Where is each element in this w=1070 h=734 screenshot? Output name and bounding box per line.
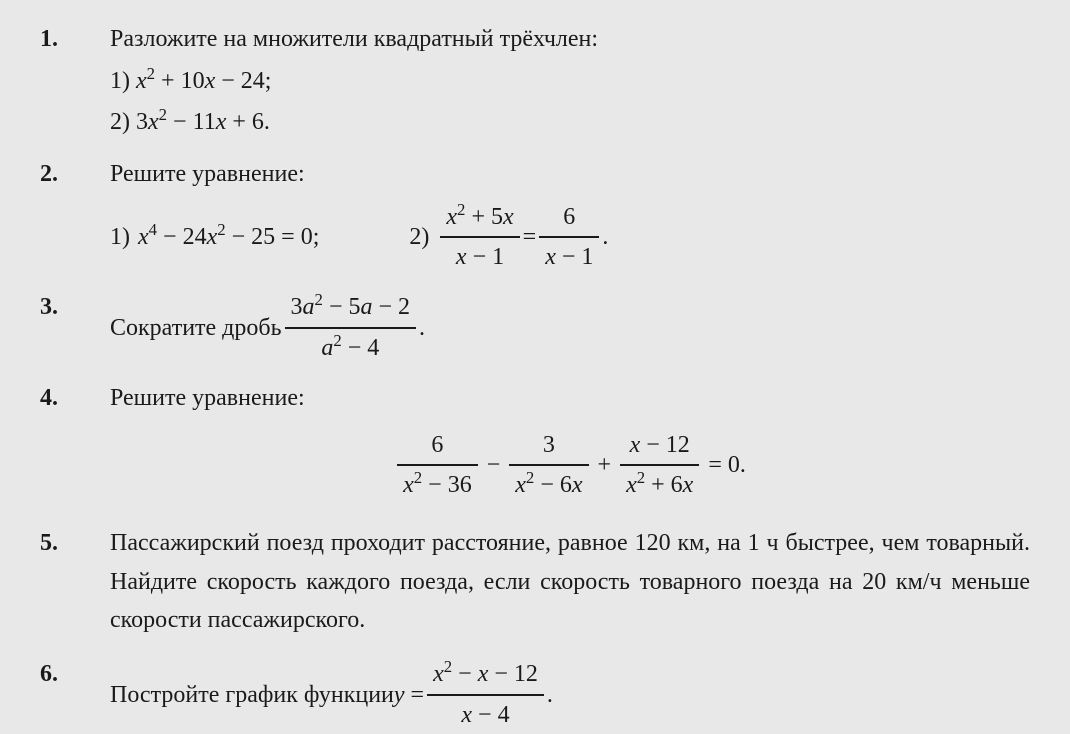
problem-3: 3. Сократите дробь 3a2 − 5a − 2 a2 − 4 . [40, 288, 1030, 367]
math-expression: x4 − 24x2 − 25 = 0; [138, 218, 319, 256]
fraction-numerator: x2 − x − 12 [427, 655, 544, 695]
problem-number: 1. [40, 20, 110, 143]
fraction-numerator: 3a2 − 5a − 2 [285, 288, 416, 328]
problem-stem: Решите уравнение: [110, 379, 1030, 417]
fraction: x2 − x − 12 x − 4 [427, 655, 544, 734]
fraction-numerator: x − 12 [620, 426, 699, 466]
equals-sign: = [523, 218, 537, 256]
problem-number: 5. [40, 524, 110, 643]
fraction: 3 x2 − 6x [509, 426, 588, 505]
lhs: y = [394, 676, 424, 714]
operator: − [487, 446, 501, 484]
fraction-denominator: x2 − 6x [509, 466, 588, 504]
fraction-denominator: x2 − 36 [397, 466, 478, 504]
fraction-numerator: x2 + 5x [440, 198, 519, 238]
problem-content: Пассажирский поезд проходит расстояние, … [110, 524, 1030, 643]
fraction-denominator: x − 4 [427, 696, 544, 734]
problem-content: Сократите дробь 3a2 − 5a − 2 a2 − 4 . [110, 288, 1030, 367]
problem-number: 2. [40, 155, 110, 276]
fraction: 3a2 − 5a − 2 a2 − 4 [285, 288, 416, 367]
problem-number: 4. [40, 379, 110, 512]
problem-2: 2. Решите уравнение: 1) x4 − 24x2 − 25 =… [40, 155, 1030, 276]
part-number: 1) [110, 218, 130, 256]
problem-5: 5. Пассажирский поезд проходит расстояни… [40, 524, 1030, 643]
stem-prefix: Постройте график функции [110, 676, 394, 714]
fraction-numerator: 6 [539, 198, 599, 238]
problem-content: Разложите на множители квадратный трёхчл… [110, 20, 1030, 143]
part-number: 1) [110, 68, 130, 94]
problem-stem: Решите уравнение: [110, 155, 1030, 193]
problem-stem: Разложите на множители квадратный трёхчл… [110, 20, 1030, 58]
problem-part: 1) x4 − 24x2 − 25 = 0; [110, 218, 319, 256]
inline-parts: 1) x4 − 24x2 − 25 = 0; 2) x2 + 5x x − 1 … [110, 198, 1030, 277]
problem-1: 1. Разложите на множители квадратный трё… [40, 20, 1030, 143]
problem-content: Решите уравнение: 1) x4 − 24x2 − 25 = 0;… [110, 155, 1030, 276]
problem-content: Решите уравнение: 6 x2 − 36 − 3 x2 − 6x … [110, 379, 1030, 512]
equals-zero: = 0. [708, 446, 746, 484]
problem-number: 6. [40, 655, 110, 734]
part-number: 2) [110, 109, 130, 135]
operator: + [598, 446, 612, 484]
math-expression: x2 + 10x − 24; [136, 68, 271, 94]
fraction-numerator: 6 [397, 426, 478, 466]
problem-stem: Пассажирский поезд проходит расстояние, … [110, 524, 1030, 639]
problem-part: 2) 3x2 − 11x + 6. [110, 103, 1030, 141]
fraction: 6 x − 1 [539, 198, 599, 277]
fraction-denominator: x2 + 6x [620, 466, 699, 504]
fraction: 6 x2 − 36 [397, 426, 478, 505]
problem-4: 4. Решите уравнение: 6 x2 − 36 − 3 x2 − … [40, 379, 1030, 512]
stem-prefix: Сократите дробь [110, 309, 282, 347]
fraction-denominator: a2 − 4 [285, 329, 416, 367]
problem-number: 3. [40, 288, 110, 367]
problem-part: 1) x2 + 10x − 24; [110, 62, 1030, 100]
problem-part: 2) x2 + 5x x − 1 = 6 x − 1 . [409, 198, 608, 277]
suffix: . [602, 218, 608, 256]
stem-suffix: . [419, 309, 425, 347]
fraction: x2 + 5x x − 1 [440, 198, 519, 277]
fraction-denominator: x − 1 [440, 238, 519, 276]
math-expression: 3x2 − 11x + 6. [136, 109, 270, 135]
problem-6: 6. Постройте график функции y = x2 − x −… [40, 655, 1030, 734]
fraction-numerator: 3 [509, 426, 588, 466]
fraction-denominator: x − 1 [539, 238, 599, 276]
part-number: 2) [409, 218, 429, 256]
stem-suffix: . [547, 676, 553, 714]
equation: 6 x2 − 36 − 3 x2 − 6x + x − 12 x2 + 6x =… [110, 426, 1030, 505]
problem-content: Постройте график функции y = x2 − x − 12… [110, 655, 1030, 734]
fraction: x − 12 x2 + 6x [620, 426, 699, 505]
